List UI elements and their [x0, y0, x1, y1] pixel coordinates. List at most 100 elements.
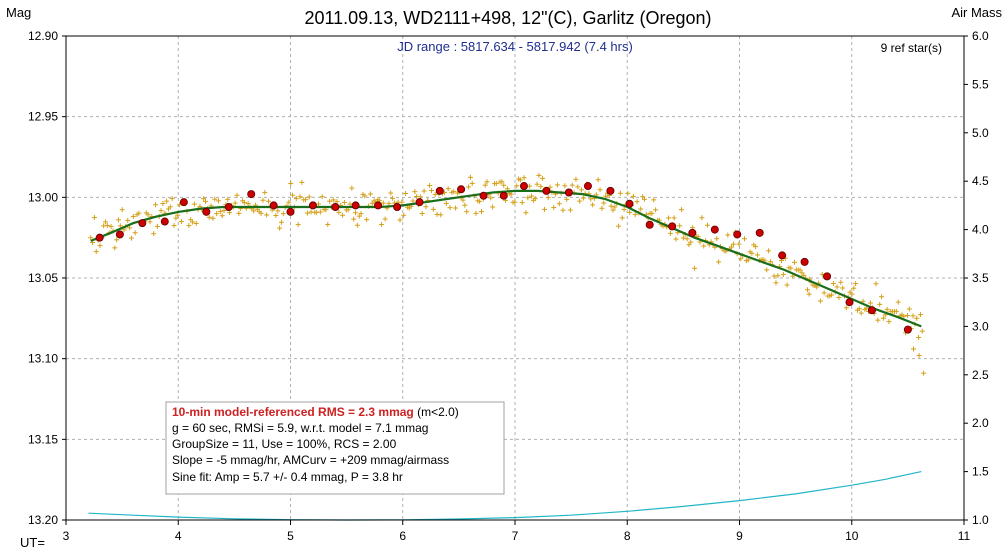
observation-point [225, 196, 231, 202]
observation-point [527, 183, 533, 189]
y2-tick-label: 1.0 [972, 513, 989, 527]
observation-point [784, 282, 790, 288]
observation-point [714, 236, 720, 242]
observation-point [599, 205, 605, 211]
y2-tick-label: 1.5 [972, 465, 989, 479]
observation-point [541, 206, 547, 212]
observation-point [212, 196, 218, 202]
grid-lines [66, 36, 964, 520]
observation-point [625, 190, 631, 196]
observation-point [523, 210, 529, 216]
observation-point [265, 198, 271, 204]
observation-point [684, 236, 690, 242]
rms-highlight: 10-min model-referenced RMS = 2.3 mmag [172, 405, 414, 419]
y-axis-ticks: 12.90 12.95 13.00 13.05 13.10 13.15 13.20 [28, 29, 66, 527]
binned-point [331, 203, 340, 212]
observation-point [666, 215, 672, 221]
observation-point [632, 212, 638, 218]
observation-point [867, 300, 873, 306]
observation-point [386, 201, 392, 207]
air-mass-curve [88, 471, 922, 521]
observation-point [595, 177, 601, 183]
observation-point [597, 187, 603, 193]
observation-point [316, 201, 322, 207]
observation-point [766, 248, 772, 254]
observation-point [290, 192, 296, 198]
observation-point [297, 194, 303, 200]
observation-point [88, 235, 94, 241]
observation-point [856, 306, 862, 312]
observation-point [877, 301, 883, 307]
observation-point [288, 181, 294, 187]
observation-point [390, 195, 396, 201]
jd-range-label: JD range : 5817.634 - 5817.942 (7.4 hrs) [397, 39, 633, 54]
observation-point [617, 190, 623, 196]
observation-point [153, 202, 159, 208]
observation-point [473, 210, 479, 216]
binned-point [479, 191, 488, 200]
y2-tick-label: 4.5 [972, 174, 989, 188]
observation-point [886, 319, 892, 325]
observation-point [775, 273, 781, 279]
x-axis-label: UT= [20, 535, 45, 550]
binned-point [179, 198, 188, 207]
observation-point [745, 257, 751, 263]
observation-point [716, 259, 722, 265]
observation-point [169, 196, 175, 202]
observation-point [651, 197, 657, 203]
observation-point [704, 222, 710, 228]
y2-tick-label: 2.0 [972, 416, 989, 430]
observation-point [679, 207, 685, 213]
binned-point [583, 182, 592, 191]
y2-tick-label: 6.0 [972, 29, 989, 43]
observation-point [173, 215, 179, 221]
observation-point [217, 209, 223, 215]
binned-point [457, 185, 466, 194]
chart-title: 2011.09.13, WD2111+498, 12"(C), Garlitz … [304, 8, 711, 28]
observation-point [325, 221, 331, 227]
observation-point [438, 212, 444, 218]
observation-point [130, 214, 136, 220]
binned-point [224, 203, 233, 212]
observation-point [875, 317, 881, 323]
observation-point [649, 210, 655, 216]
binned-point [351, 201, 360, 210]
binned-point [519, 182, 528, 191]
observation-point [401, 212, 407, 218]
info-line-1: 10-min model-referenced RMS = 2.3 mmag (… [172, 405, 459, 419]
observation-point [917, 312, 923, 318]
observation-point [579, 187, 585, 193]
y2-tick-label: 4.0 [972, 223, 989, 237]
observation-point [158, 208, 164, 214]
binned-point [160, 217, 169, 226]
observation-point [916, 352, 922, 358]
observation-point [160, 200, 166, 206]
y-tick-label: 12.90 [28, 29, 58, 43]
observation-point [640, 194, 646, 200]
binned-point [435, 186, 444, 195]
observation-point [499, 179, 505, 185]
observation-point [538, 184, 544, 190]
x-tick-label: 11 [958, 529, 971, 543]
binned-point [606, 186, 615, 195]
observation-point [206, 214, 212, 220]
x-tick-label: 9 [736, 529, 743, 543]
observation-point [127, 225, 133, 231]
observation-point [108, 223, 114, 229]
observation-point [467, 174, 473, 180]
binned-point [202, 207, 211, 216]
y-tick-label: 13.15 [28, 432, 58, 446]
observation-point [493, 181, 499, 187]
observation-point [349, 185, 355, 191]
observation-point [567, 207, 573, 213]
observation-point [534, 181, 540, 187]
observation-point [677, 223, 683, 229]
info-box: 10-min model-referenced RMS = 2.3 mmag (… [165, 401, 505, 495]
observation-point [91, 215, 97, 221]
observation-point [232, 200, 238, 206]
observation-point [754, 252, 760, 258]
binned-point [269, 201, 278, 210]
observation-point [540, 175, 546, 181]
observation-point [590, 202, 596, 208]
observation-point [460, 197, 466, 203]
